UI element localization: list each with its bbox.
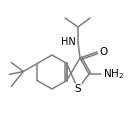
Text: NH$_2$: NH$_2$	[103, 67, 124, 81]
Text: S: S	[75, 84, 81, 94]
Text: O: O	[99, 47, 107, 57]
Text: HN: HN	[61, 37, 76, 47]
